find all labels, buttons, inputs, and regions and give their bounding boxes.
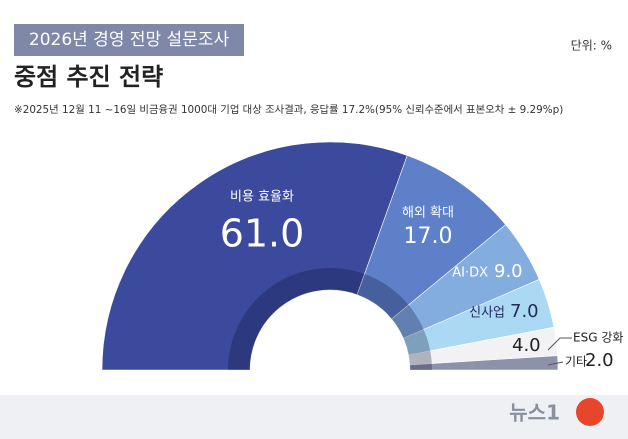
unit: 단위: % bbox=[571, 39, 612, 53]
value-label: 2.0 bbox=[585, 350, 614, 371]
value-label: 61.0 bbox=[220, 212, 305, 256]
category-label: 기타 bbox=[565, 355, 587, 369]
category-label: AI·DX bbox=[452, 266, 488, 281]
category-label: 비용 효율화 bbox=[230, 190, 294, 205]
segment bbox=[101, 141, 408, 371]
title: 중점 추진 전략 bbox=[14, 63, 163, 91]
value-label: 4.0 bbox=[512, 335, 541, 356]
leader-line bbox=[547, 361, 564, 366]
header: 2026년 경영 전망 설문조사 bbox=[29, 30, 230, 50]
category-label: 해외 확대 bbox=[402, 206, 454, 221]
arcs bbox=[101, 141, 559, 371]
value-label: 7.0 bbox=[510, 301, 539, 322]
value-label: 9.0 bbox=[494, 261, 523, 282]
footer-band bbox=[0, 395, 628, 439]
logo-icon bbox=[576, 398, 604, 426]
note: ※2025년 12월 11 ~16일 비금융권 1000대 기업 대상 조사결과… bbox=[14, 103, 563, 116]
logo: 뉴스1 bbox=[509, 401, 560, 425]
leader-line bbox=[547, 337, 572, 351]
category-label: ESG 강화 bbox=[573, 331, 623, 345]
header-badge bbox=[14, 24, 244, 56]
inner-ring bbox=[228, 268, 432, 370]
category-label: 신사업 bbox=[469, 306, 505, 321]
value-label: 17.0 bbox=[404, 224, 453, 249]
segment bbox=[409, 355, 559, 371]
